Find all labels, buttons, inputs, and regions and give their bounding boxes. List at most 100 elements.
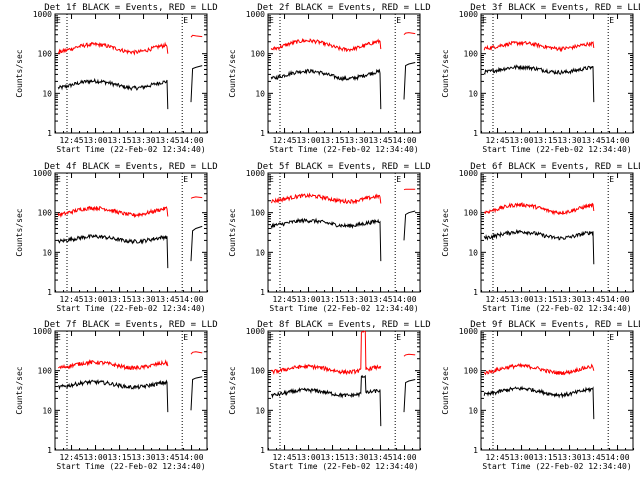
panel-title: Det 4f BLACK = Events, RED = LLD — [44, 162, 217, 172]
series-events-line — [483, 385, 595, 420]
e-marker-label: E — [609, 175, 614, 184]
panel-2: Det 2f BLACK = Events, RED = LLD E E 1 10 100… — [228, 3, 431, 154]
x-tick-label: 14:00 — [392, 453, 416, 462]
x-tick-label: 14:00 — [179, 453, 203, 462]
series-lld-line — [57, 205, 169, 219]
panel-title: Det 9f BLACK = Events, RED = LLD — [470, 320, 640, 330]
x-tick-label: 13:15 — [107, 136, 131, 145]
y-tick-label: 1000 — [459, 10, 478, 19]
x-tick-label: 13:45 — [581, 453, 605, 462]
e-marker-label: E — [56, 175, 61, 184]
panel-title: Det 2f BLACK = Events, RED = LLD — [257, 3, 430, 13]
y-tick-label: 100 — [251, 50, 266, 59]
y-tick-label: 1000 — [246, 10, 265, 19]
e-marker-label: E — [269, 175, 274, 184]
panel-title: Det 8f BLACK = Events, RED = LLD — [257, 320, 430, 330]
e-marker-label: E — [56, 16, 61, 25]
plot-frame — [480, 13, 634, 134]
e-marker-label: E — [482, 175, 487, 184]
y-tick-label: 1 — [473, 129, 478, 138]
y-axis-label: Counts/sec — [441, 366, 450, 414]
y-tick-label: 1 — [260, 288, 265, 297]
panel-9: Det 9f BLACK = Events, RED = LLD E E 1 10 100… — [441, 320, 640, 471]
x-tick-label: 13:45 — [368, 453, 392, 462]
x-tick-label: 13:30 — [344, 295, 368, 304]
y-tick-label: 10 — [42, 89, 52, 98]
series-events-post-segment — [403, 62, 416, 100]
x-tick-label: 13:00 — [509, 453, 533, 462]
y-tick-label: 10 — [468, 248, 478, 257]
panel-title: Det 7f BLACK = Events, RED = LLD — [44, 320, 217, 330]
e-marker-label: E — [482, 16, 487, 25]
plot-frame — [267, 330, 421, 451]
e-marker-label: E — [183, 333, 188, 342]
x-tick-label: 13:45 — [155, 136, 179, 145]
panel-5: Det 5f BLACK = Events, RED = LLD E E 1 10 100… — [228, 162, 431, 313]
y-tick-label: 100 — [464, 50, 479, 59]
x-tick-label: 13:15 — [107, 295, 131, 304]
x-axis-label: Start Time (22-Feb-02 12:34:40) — [482, 462, 631, 471]
x-tick-label: 14:00 — [179, 295, 203, 304]
x-tick-label: 13:30 — [557, 136, 581, 145]
x-tick-label: 14:00 — [605, 295, 629, 304]
series-events-line — [483, 228, 595, 265]
y-tick-label: 1 — [260, 446, 265, 455]
x-tick-label: 13:30 — [344, 453, 368, 462]
y-axis-label: Counts/sec — [15, 366, 24, 414]
y-tick-label: 100 — [464, 367, 479, 376]
series-lld-line — [270, 37, 382, 53]
e-marker-label: E — [269, 16, 274, 25]
x-tick-label: 13:30 — [344, 136, 368, 145]
x-tick-label: 13:00 — [83, 295, 107, 304]
panel-7: Det 7f BLACK = Events, RED = LLD E E 1 10 100… — [15, 320, 218, 471]
x-tick-label: 13:30 — [131, 295, 155, 304]
x-tick-label: 12:45 — [272, 453, 296, 462]
panel-title: Det 1f BLACK = Events, RED = LLD — [44, 3, 217, 13]
series-events-line — [57, 77, 169, 110]
y-tick-label: 10 — [255, 406, 265, 415]
x-tick-label: 13:45 — [581, 295, 605, 304]
y-tick-label: 1 — [47, 288, 52, 297]
series-events-line — [57, 379, 169, 413]
e-marker-label: E — [56, 333, 61, 342]
x-axis-label: Start Time (22-Feb-02 12:34:40) — [269, 145, 418, 154]
panel-title: Det 3f BLACK = Events, RED = LLD — [470, 3, 640, 13]
y-tick-label: 100 — [464, 209, 479, 218]
y-tick-label: 10 — [255, 248, 265, 257]
y-tick-label: 10 — [468, 406, 478, 415]
x-tick-label: 13:15 — [320, 136, 344, 145]
e-marker-label: E — [183, 175, 188, 184]
series-lld-line — [483, 362, 595, 376]
y-tick-label: 100 — [38, 367, 53, 376]
plot-frame — [54, 330, 208, 451]
y-tick-label: 1000 — [33, 327, 52, 336]
x-axis-label: Start Time (22-Feb-02 12:34:40) — [56, 145, 205, 154]
e-marker-label: E — [183, 16, 188, 25]
x-tick-label: 14:00 — [392, 295, 416, 304]
y-tick-label: 10 — [468, 89, 478, 98]
panel-6: Det 6f BLACK = Events, RED = LLD E E 1 10 100… — [441, 162, 640, 313]
x-axis-label: Start Time (22-Feb-02 12:34:40) — [56, 304, 205, 313]
plot-frame — [480, 330, 634, 451]
e-marker-label: E — [482, 333, 487, 342]
x-axis-label: Start Time (22-Feb-02 12:34:40) — [269, 462, 418, 471]
x-tick-label: 12:45 — [485, 136, 509, 145]
x-tick-label: 12:45 — [272, 136, 296, 145]
series-events-post-segment — [190, 376, 203, 411]
x-tick-label: 13:45 — [368, 295, 392, 304]
y-axis-label: Counts/sec — [228, 208, 237, 256]
y-tick-label: 100 — [38, 50, 53, 59]
x-tick-label: 14:00 — [179, 136, 203, 145]
y-tick-label: 100 — [38, 209, 53, 218]
series-lld-post-segment — [190, 34, 203, 38]
x-tick-label: 13:15 — [107, 453, 131, 462]
y-axis-label: Counts/sec — [441, 208, 450, 256]
x-tick-label: 13:45 — [155, 453, 179, 462]
y-tick-label: 1 — [47, 446, 52, 455]
e-marker-label: E — [609, 333, 614, 342]
series-events-post-segment — [190, 225, 203, 262]
x-axis-label: Start Time (22-Feb-02 12:34:40) — [269, 304, 418, 313]
y-tick-label: 1000 — [459, 169, 478, 178]
panel-title: Det 6f BLACK = Events, RED = LLD — [470, 162, 640, 172]
plot-frame — [480, 172, 634, 293]
